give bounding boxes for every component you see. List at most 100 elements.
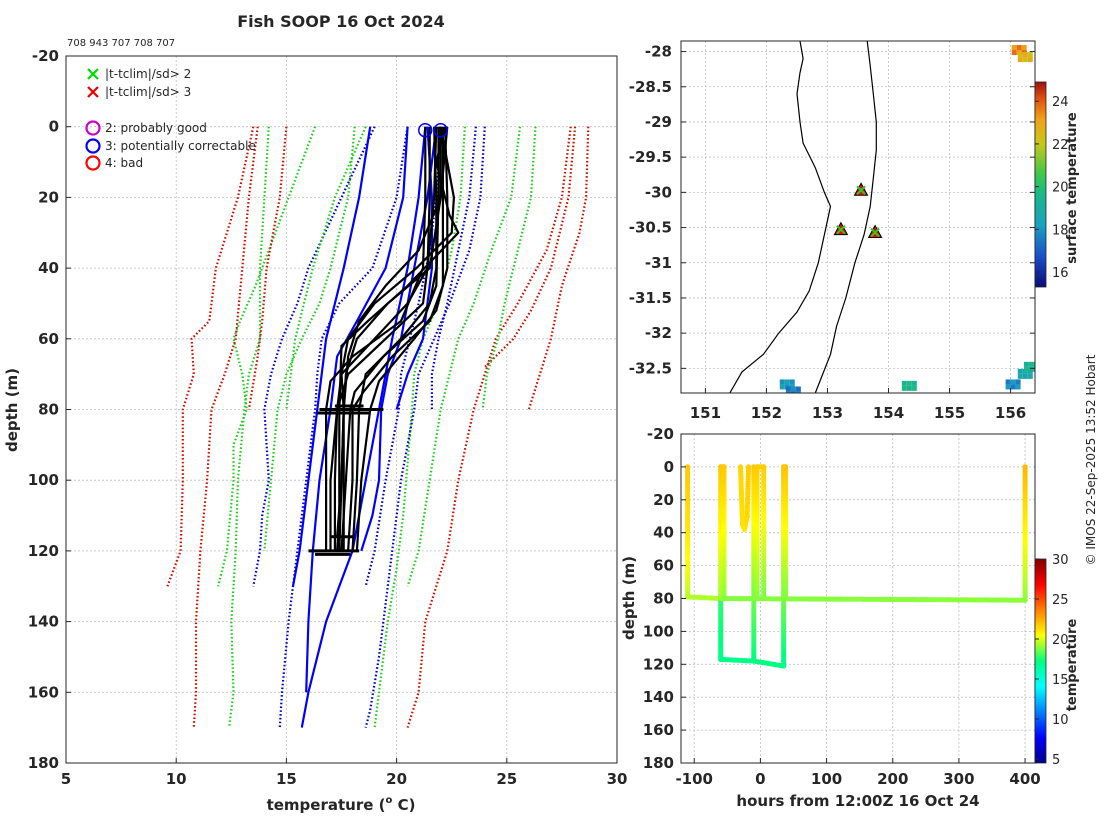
climatology-line-sd3: [192, 126, 259, 728]
qc-circle: [418, 122, 433, 138]
profile-line: [347, 126, 444, 551]
temp-colorbar-tick-label: 10: [1052, 713, 1069, 728]
time-xlabel: hours from 12:00Z 16 Oct 24: [736, 792, 979, 810]
climatology-line-sd3: [166, 126, 255, 587]
sst-colorbar-tick-label: 18: [1052, 223, 1069, 238]
time-tick-label-y: 160: [643, 721, 674, 739]
time-depth-panel: -100 0 100 200 300 400 -20 0 20 40 60 80 100 120 140 16…: [620, 425, 1080, 810]
temp-colorbar-ticks: 5 10 15 20 25 30: [1035, 553, 1069, 768]
legend-circle-marker: [85, 155, 101, 171]
sst-cell: [1015, 379, 1021, 385]
station-x-marker: [870, 227, 880, 238]
station-x-marker: [836, 224, 846, 235]
climatology-line-climmean: [364, 126, 486, 728]
temp-colorbar-tick-label: 15: [1052, 673, 1069, 688]
credit-text: © IMOS 22-Sep-2025 13:52 Hobart: [1084, 354, 1098, 565]
temp-colorbar-tick-label: 20: [1052, 633, 1069, 648]
coastline: [729, 41, 832, 393]
time-traces: [685, 464, 1028, 669]
map-tick-label-x: 152: [751, 404, 782, 422]
climatology-line-sd2: [285, 126, 367, 410]
sst-cell: [1033, 366, 1035, 372]
tick-label-x: 15: [276, 770, 297, 788]
map-tick-label-y: -30: [645, 183, 672, 201]
sst-patches: [779, 45, 1035, 393]
map-tick-label-y: -31.5: [629, 289, 672, 307]
legend-label: 2: probably good: [105, 121, 207, 135]
tick-label-y: 80: [38, 401, 59, 419]
profiles-panel: 5 10 15 20 25 30 -20 0 20 40 60 80 100 120 140 160 180 t…: [3, 47, 627, 814]
time-tick-label-x: 400: [1009, 770, 1040, 788]
temp-colorbar-tick-label: 5: [1052, 753, 1060, 768]
sst-cell: [779, 384, 785, 390]
sst-cell: [1022, 52, 1028, 58]
legend: |t-tclim|/sd> 2 |t-tclim|/sd> 3 2: probabl…: [85, 67, 256, 171]
sst-cell: [1010, 379, 1016, 385]
time-tick-label-x: -100: [675, 770, 713, 788]
qc-circles: [418, 122, 448, 138]
sst-cell: [1033, 361, 1035, 367]
figure-title: Fish SOOP 16 Oct 2024: [237, 12, 445, 31]
sst-cell: [911, 380, 917, 386]
tick-label-x: 30: [607, 770, 628, 788]
flagged-profile-line: [395, 126, 433, 410]
time-tick-label-x: 0: [755, 770, 765, 788]
sst-cell: [1023, 366, 1029, 372]
map-axes-bg: [681, 41, 1035, 393]
sst-colorbar-tick-label: 20: [1052, 181, 1069, 196]
time-ylabel: depth (m): [620, 556, 638, 640]
profiles-xlabel: temperature (o C): [267, 795, 416, 814]
sst-cell: [901, 380, 907, 386]
legend-label: |t-tclim|/sd> 3: [105, 85, 191, 99]
time-tick-label-y: 140: [643, 688, 674, 706]
time-tick-label-y: 40: [653, 524, 674, 542]
tick-label-x: 20: [386, 770, 407, 788]
tick-label-x: 10: [166, 770, 187, 788]
tick-label-y: -20: [32, 47, 59, 65]
time-tick-label-y: 0: [664, 458, 674, 476]
profiles-ylabel: depth (m): [3, 368, 21, 452]
climatology-lines: [166, 126, 590, 728]
tick-label-y: 0: [49, 118, 59, 136]
sst-cell: [795, 391, 801, 393]
climatology-line-sd2: [217, 126, 317, 587]
map-tick-label-y: -30.5: [629, 219, 672, 237]
sst-cell: [1022, 57, 1028, 63]
legend-x-marker: [87, 86, 99, 98]
sst-colorbar-ticks: 16 18 20 22 24: [1035, 95, 1069, 281]
sst-cell: [1017, 57, 1023, 63]
temp-colorbar-tick-label: 25: [1052, 593, 1069, 608]
tick-label-y: 40: [38, 259, 59, 277]
map-tick-label-x: 154: [873, 404, 904, 422]
map-tick-label-y: -29: [645, 113, 672, 131]
legend-label: 3: potentially correctable: [105, 139, 256, 153]
flagged-profile-line: [360, 126, 438, 552]
tick-label-y: 60: [38, 330, 59, 348]
time-tick-label-y: -20: [647, 425, 674, 443]
climatology-line-climmean: [364, 126, 442, 587]
sst-cell: [906, 380, 912, 386]
climatology-line-sd2: [228, 126, 270, 728]
profile-line: [351, 126, 438, 551]
legend-label: |t-tclim|/sd> 2: [105, 67, 191, 81]
climatology-line-sd2: [263, 126, 356, 552]
map-tick-label-x: 151: [690, 404, 721, 422]
sst-cell: [790, 386, 796, 392]
temp-colorbar: [1034, 558, 1047, 764]
sst-cell: [1027, 57, 1033, 63]
legend-circle-marker: [85, 120, 101, 136]
sst-cell: [1011, 45, 1017, 51]
map-tick-label-x: 156: [995, 404, 1026, 422]
sst-cell: [1015, 384, 1021, 390]
tick-label-y: 160: [28, 683, 59, 701]
tick-label-x: 25: [496, 770, 517, 788]
sst-cell: [1017, 373, 1023, 379]
sst-cell: [1005, 379, 1011, 385]
profiles-ticks: 5 10 15 20 25 30 -20 0 20 40 60 80 100 120 140 160 180: [28, 47, 628, 788]
time-tick-label-y: 80: [653, 590, 674, 608]
time-trace-point: [1022, 464, 1028, 470]
map-tick-label-y: -32.5: [629, 359, 672, 377]
sst-colorbar: [1034, 81, 1047, 288]
time-tick-label-x: 300: [943, 770, 974, 788]
